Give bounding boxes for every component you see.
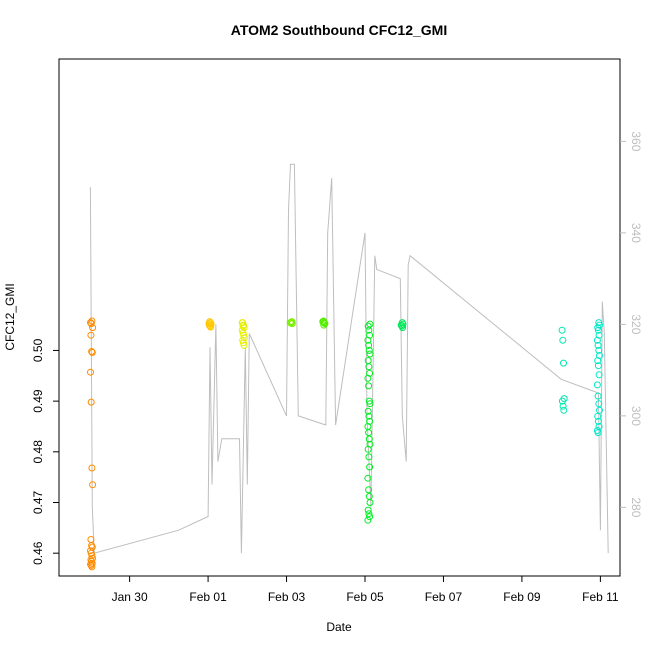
data-point [240, 341, 248, 349]
data-point [364, 516, 372, 524]
data-point [594, 341, 602, 349]
x-tick-label: Feb 03 [268, 590, 306, 604]
data-point [365, 326, 373, 334]
data-point [88, 317, 96, 325]
data-point [594, 326, 602, 334]
data-point [366, 400, 374, 408]
data-point [89, 324, 97, 332]
x-tick-label: Feb 05 [346, 590, 384, 604]
data-point [560, 359, 567, 367]
chart-title: ATOM2 Southbound CFC12_GMI [231, 22, 447, 38]
x-tick-label: Feb 01 [189, 590, 227, 604]
data-point [594, 412, 602, 420]
data-point [594, 417, 602, 425]
data-point [238, 319, 246, 327]
data-point [88, 348, 96, 355]
y-tick-label: 0.47 [31, 490, 45, 514]
data-point [366, 463, 374, 471]
x-axis: Jan 30 Feb 01 Feb 03 Feb 05 Feb 07 Feb 09 Feb … [112, 576, 619, 604]
data-point [365, 363, 373, 371]
data-point [593, 381, 601, 389]
data-point [321, 319, 328, 327]
right-tick-label: 340 [629, 223, 643, 243]
data-point [594, 429, 602, 437]
data-point [558, 326, 566, 334]
data-point [88, 563, 96, 571]
data-point [365, 429, 373, 437]
data-point [366, 350, 374, 358]
x-tick-label: Feb 07 [425, 590, 463, 604]
right-axis: 280 300 320 340 360 [620, 131, 643, 518]
data-point [288, 320, 296, 328]
data-point [365, 341, 373, 349]
data-point [559, 402, 567, 410]
data-point [365, 435, 373, 443]
data-point [87, 536, 95, 543]
x-tick-label: Feb 09 [503, 590, 541, 604]
data-point [88, 349, 96, 356]
data-point [88, 464, 96, 472]
x-axis-label: Date [326, 620, 352, 634]
data-point [364, 374, 372, 382]
data-point [560, 406, 568, 414]
data-point [594, 362, 602, 370]
plot-frame [58, 58, 621, 577]
data-point [365, 486, 373, 494]
data-point [364, 445, 372, 453]
data-point [364, 506, 372, 514]
data-point [89, 481, 97, 489]
data-point [595, 371, 603, 379]
data-point [366, 499, 374, 506]
y-tick-label: 0.48 [31, 440, 45, 464]
y-tick-label: 0.49 [31, 389, 45, 413]
data-point [365, 510, 373, 518]
data-point [87, 398, 95, 406]
data-point [364, 336, 372, 344]
right-tick-label: 320 [629, 314, 643, 334]
data-point [594, 392, 602, 400]
data-point [87, 331, 95, 339]
y-tick-label: 0.46 [31, 541, 45, 565]
y-tick-label: 0.50 [31, 338, 45, 362]
data-point [365, 412, 373, 420]
data-point [364, 322, 372, 330]
altitude-line [89, 163, 609, 554]
data-point [239, 322, 247, 330]
x-tick-label: Jan 30 [112, 590, 148, 604]
points-layer [87, 317, 603, 571]
data-point [206, 318, 214, 326]
data-point [559, 336, 567, 344]
data-point [558, 397, 566, 405]
right-tick-label: 300 [629, 406, 643, 426]
data-point [365, 346, 373, 354]
y-axis-label: CFC12_GMI [3, 283, 17, 350]
x-tick-label: Feb 11 [582, 590, 619, 604]
data-point [89, 554, 97, 562]
data-point [364, 407, 372, 415]
data-point [594, 357, 602, 365]
data-point [593, 336, 601, 344]
data-point [365, 453, 373, 461]
right-tick-label: 280 [629, 497, 643, 517]
altitude-line-layer [89, 163, 609, 554]
data-point [365, 382, 373, 390]
data-point [399, 324, 407, 332]
data-point [319, 318, 327, 326]
data-point [366, 369, 374, 377]
data-point [87, 368, 94, 376]
right-tick-label: 360 [629, 131, 643, 151]
data-point [364, 474, 372, 482]
y-axis: 0.46 0.47 0.48 0.49 0.50 [31, 338, 59, 565]
data-point [595, 346, 603, 354]
data-point [366, 513, 374, 521]
data-point [595, 400, 603, 408]
